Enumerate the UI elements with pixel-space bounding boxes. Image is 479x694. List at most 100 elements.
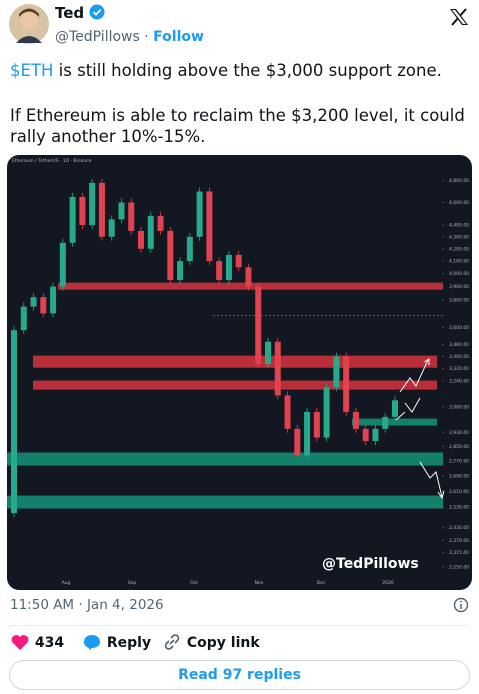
verified-badge [89,4,105,20]
zone [33,355,437,368]
reply-button[interactable]: Reply [82,633,151,651]
y-tick-label: 2,690.00 [449,473,469,479]
candle [304,411,311,456]
candle [382,416,389,429]
y-tick-label: 4,300.00 [449,234,469,240]
y-tick-label: 2,930.00 [449,430,469,436]
candle [294,428,301,456]
candle [284,395,291,429]
arrows [395,358,445,500]
y-tick-label: 3,900.00 [449,284,469,290]
heart-icon [11,635,29,650]
y-tick-label: 4,400.00 [449,223,469,229]
handle-text[interactable]: @TedPillows [55,29,140,45]
paragraph: $ETH is still holding above the $3,000 s… [10,60,465,81]
zone [352,418,437,426]
candle [255,286,262,365]
candle [89,182,96,226]
x-tick-label: Nov [255,580,264,586]
x-tick-label: Dec [317,580,326,586]
candle [98,182,105,237]
candle [177,261,184,281]
cashtag[interactable]: $ETH [10,61,54,80]
y-tick-label: 3,400.00 [449,354,469,360]
candle [313,411,320,438]
candle [372,428,379,442]
y-tick-label: 4,600.00 [449,200,469,206]
candle [274,341,281,396]
candle [362,428,369,442]
y-tick-label: 2,530.00 [449,505,469,511]
candle [167,230,174,281]
zone [33,380,437,390]
paragraph: If Ethereum is able to reclaim the $3,20… [10,106,465,146]
candle [225,254,232,281]
author-handle: @TedPillows · Follow [55,29,204,45]
x-tick-label: Sep [128,580,137,586]
author-name[interactable]: Ted [55,4,105,22]
y-tick-label: 2,430.00 [449,525,469,531]
tweet-text: $ETH is still holding above the $3,000 s… [10,60,465,171]
chart-title: Ethereum / TetherUS · 1D · Binance [12,158,92,164]
y-tick-label: 2,250.00 [449,564,469,570]
candle [40,297,47,314]
candle [157,215,164,231]
watermark: @TedPillows [322,556,419,572]
candle [128,202,135,231]
link-icon [164,634,180,650]
x-logo[interactable] [449,8,469,26]
y-tick-label: 3,480.00 [449,342,469,348]
candle [20,306,27,331]
reply-label: Reply [106,635,152,651]
candle [323,387,330,438]
candle [30,297,37,307]
y-tick-label: 4,100.00 [449,259,469,265]
candle [206,191,213,262]
candle [50,286,57,314]
candle [147,215,154,249]
info-icon[interactable] [453,597,469,613]
y-tick-label: 4,800.00 [449,178,469,184]
timestamp[interactable]: 11:50 AM · Jan 4, 2026 [10,597,164,613]
candle [352,411,359,429]
chart-image: Ethereum / TetherUS · 1D · Binance 4,800… [7,155,472,590]
like-count: 434 [34,635,65,651]
candle [186,236,193,262]
candle [108,219,115,237]
author-name-text[interactable]: Ted [55,4,85,22]
candle [392,400,398,417]
read-replies-button[interactable]: Read 97 replies [9,660,470,690]
zone [7,452,443,466]
candle [69,196,76,243]
like-button[interactable]: 434 [10,633,64,651]
copy-link-button[interactable]: Copy link [162,633,260,651]
candle [343,356,350,412]
reply-icon [84,635,100,650]
candle [11,330,17,514]
y-tick-label: 3,080.00 [449,404,469,410]
candle [235,254,242,268]
text-line: is still holding above the $3,000 suppor… [58,61,442,80]
follow-button[interactable]: Follow [153,29,204,45]
y-tick-label: 3,320.00 [449,366,469,372]
zone [7,495,443,509]
candle [216,261,223,281]
y-tick-label: 2,850.00 [449,444,469,450]
y-tick-label: 4,000.00 [449,271,469,277]
candle [79,196,86,226]
avatar[interactable] [8,3,50,45]
candle [245,267,252,287]
copy-link-label: Copy link [186,635,260,651]
chart-background [7,155,472,590]
y-tick-label: 3,800.00 [449,297,469,303]
candle [333,356,340,388]
y-tick-label: 2,315.00 [449,550,469,556]
x-tick-label: Oct [190,580,198,586]
y-tick-label: 3,600.00 [449,325,469,331]
y-tick-label: 2,610.00 [449,489,469,495]
y-tick-label: 3,240.00 [449,379,469,385]
candle [265,341,271,365]
candle [59,242,66,287]
separator [10,625,469,626]
